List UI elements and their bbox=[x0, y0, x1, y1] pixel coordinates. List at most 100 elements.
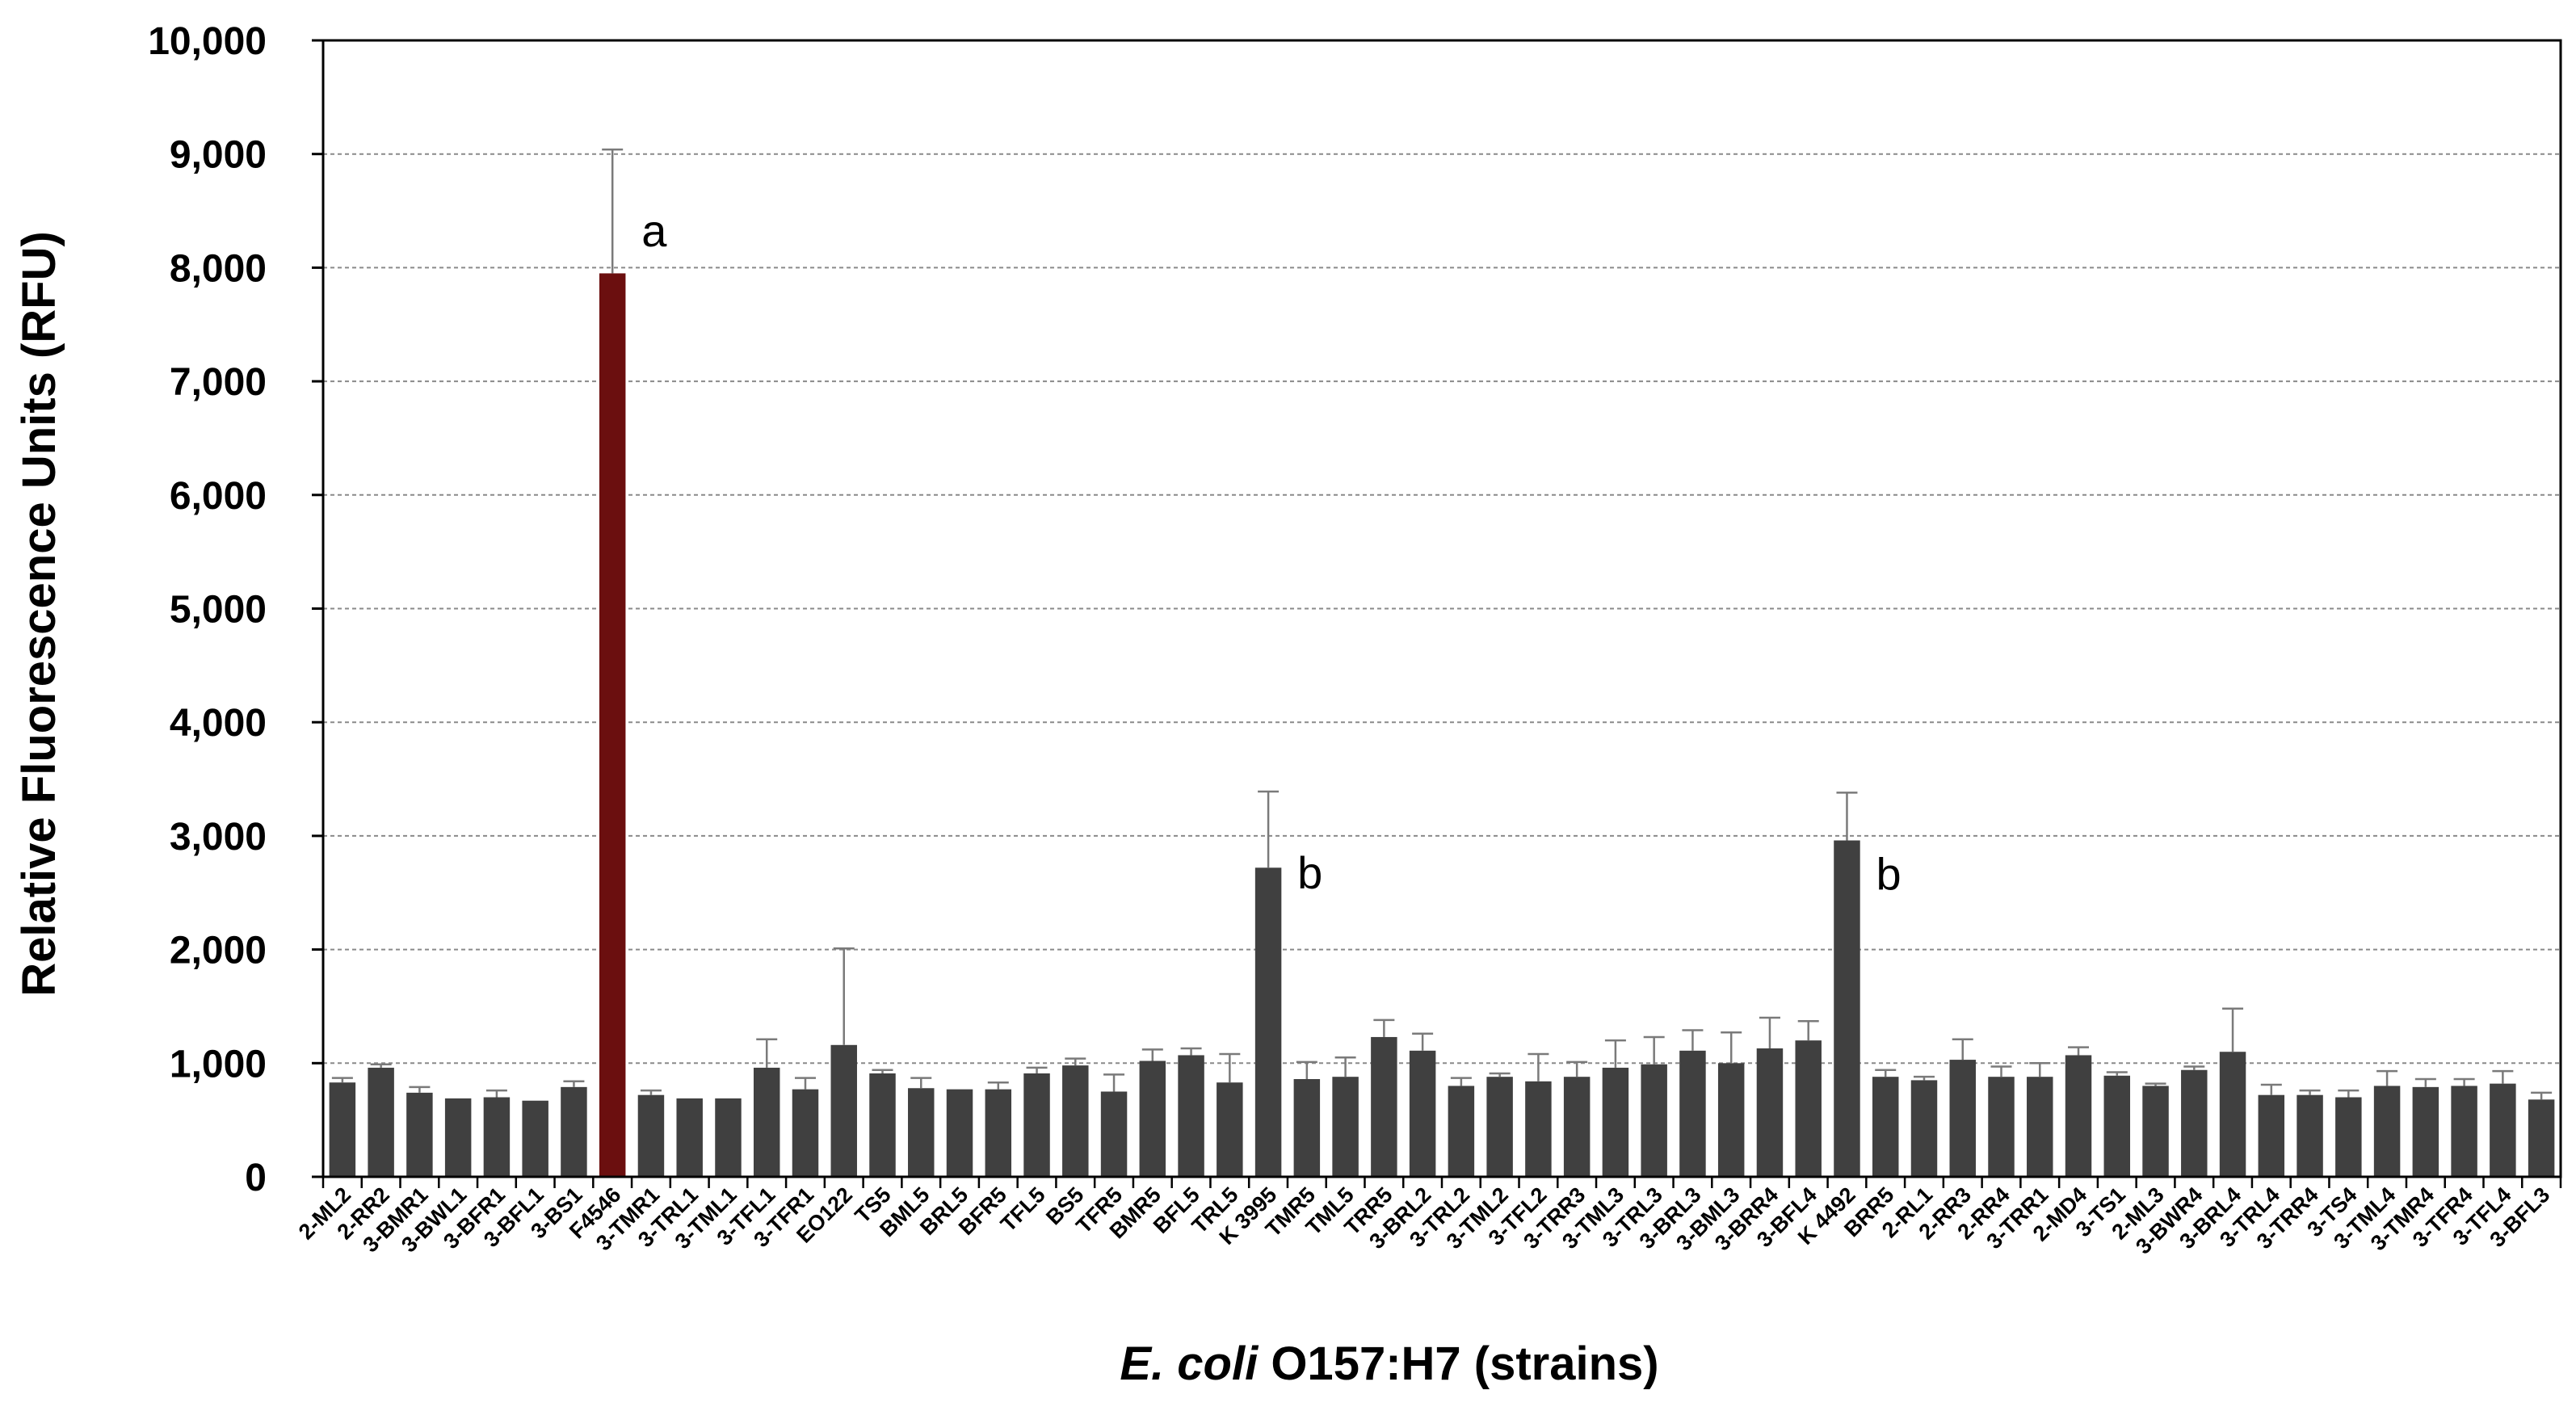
y-tick-label: 7,000 bbox=[170, 361, 267, 404]
error-bar bbox=[1258, 790, 1280, 868]
bar-BFL5 bbox=[1178, 1055, 1204, 1177]
error-bar bbox=[1026, 1066, 1048, 1073]
bar-3-BFL3 bbox=[2528, 1099, 2555, 1177]
y-tick-label: 3,000 bbox=[170, 816, 267, 859]
significance-label: b bbox=[1297, 847, 1322, 898]
bar-3-TML2 bbox=[1486, 1077, 1513, 1177]
error-bar bbox=[1682, 1029, 1704, 1051]
error-bar bbox=[1604, 1039, 1626, 1068]
error-bar bbox=[1759, 1016, 1780, 1049]
x-axis-title-italic: E. coli bbox=[1120, 1338, 1259, 1390]
bar-3-BRL4 bbox=[2219, 1052, 2246, 1177]
bar-3-TRL4 bbox=[2258, 1094, 2285, 1177]
error-bar bbox=[756, 1038, 778, 1068]
error-bar bbox=[1721, 1031, 1742, 1064]
bar-3-TRL3 bbox=[1641, 1064, 1667, 1177]
error-bar bbox=[331, 1077, 353, 1083]
bar-2-ML3 bbox=[2142, 1086, 2169, 1177]
error-bar bbox=[1065, 1057, 1086, 1066]
bar-BS5 bbox=[1062, 1065, 1089, 1177]
bar-F4546 bbox=[599, 273, 626, 1177]
error-bar bbox=[2145, 1082, 2166, 1086]
bar-3-TRR1 bbox=[2027, 1077, 2053, 1177]
bars bbox=[329, 273, 2555, 1177]
bar-3-TML1 bbox=[715, 1098, 742, 1177]
bar-3-TML3 bbox=[1602, 1067, 1629, 1177]
bar-2-ML2 bbox=[329, 1082, 356, 1177]
bar-2-RR2 bbox=[368, 1067, 394, 1177]
bar-3-BFL4 bbox=[1795, 1040, 1822, 1177]
error-bar bbox=[1103, 1073, 1125, 1092]
error-bar bbox=[1334, 1056, 1356, 1077]
bar-3-TRR3 bbox=[1563, 1077, 1591, 1177]
error-bars bbox=[331, 148, 2553, 1100]
bar-3-BFR1 bbox=[483, 1097, 511, 1177]
bar-3-TFR4 bbox=[2451, 1086, 2477, 1177]
bar-2-RR3 bbox=[1949, 1060, 1976, 1177]
y-tick-label: 9,000 bbox=[170, 134, 267, 177]
error-bar bbox=[2029, 1062, 2051, 1077]
x-axis-title-rest: O157:H7 (strains) bbox=[1258, 1338, 1658, 1390]
y-tick-label: 0 bbox=[245, 1157, 267, 1199]
bar-3-BWL1 bbox=[444, 1098, 472, 1177]
y-tick-label: 10,000 bbox=[148, 20, 267, 63]
bar-3-TFR1 bbox=[792, 1089, 819, 1177]
bar-3-TRR4 bbox=[2297, 1094, 2323, 1177]
bar-3-TRL1 bbox=[676, 1098, 703, 1177]
error-bar bbox=[1296, 1060, 1317, 1079]
bar-3-TML4 bbox=[2373, 1086, 2401, 1177]
error-bar bbox=[2068, 1046, 2090, 1056]
bar-3-BRR4 bbox=[1756, 1048, 1784, 1177]
bar-3-BRL2 bbox=[1409, 1050, 1436, 1177]
bar-3-BMR1 bbox=[406, 1092, 433, 1177]
y-tick-label: 2,000 bbox=[170, 930, 267, 972]
grid-lines bbox=[323, 40, 2561, 1065]
bar-3-TFL1 bbox=[753, 1067, 780, 1177]
bar-2-RR4 bbox=[1988, 1077, 2015, 1177]
error-bar bbox=[1141, 1048, 1163, 1061]
bar-3-TRL2 bbox=[1448, 1086, 1475, 1177]
bar-3-TFL2 bbox=[1525, 1081, 1552, 1177]
bar-TFL5 bbox=[1023, 1073, 1050, 1177]
bar-BRL5 bbox=[946, 1089, 973, 1177]
bar-3-BML3 bbox=[1717, 1063, 1745, 1177]
bar-3-BFL1 bbox=[522, 1100, 548, 1177]
error-bar bbox=[2414, 1077, 2436, 1087]
error-bar bbox=[872, 1069, 893, 1073]
bar-TRL5 bbox=[1217, 1082, 1243, 1177]
error-bar bbox=[2376, 1069, 2398, 1086]
annotations: a b b bbox=[641, 205, 1901, 899]
error-bar bbox=[1450, 1077, 1472, 1086]
error-bar bbox=[1412, 1032, 1434, 1051]
error-bar bbox=[2338, 1089, 2360, 1098]
error-bar bbox=[1219, 1052, 1241, 1083]
bar-K-4492 bbox=[1834, 840, 1860, 1177]
bar-3-TMR4 bbox=[2412, 1086, 2439, 1177]
error-bar bbox=[1373, 1018, 1395, 1037]
error-bar bbox=[2492, 1069, 2514, 1084]
bar-3-TFL4 bbox=[2490, 1083, 2516, 1177]
bar-TFR5 bbox=[1100, 1091, 1128, 1177]
bar-TMR5 bbox=[1293, 1078, 1321, 1177]
error-bar bbox=[1913, 1075, 1935, 1081]
error-bar bbox=[2260, 1083, 2282, 1095]
bar-TS5 bbox=[869, 1073, 896, 1177]
y-tick-label: 6,000 bbox=[170, 475, 267, 518]
error-bar bbox=[910, 1077, 932, 1089]
y-tick-label: 1,000 bbox=[170, 1043, 267, 1086]
bar-2-RL1 bbox=[1910, 1080, 1938, 1177]
error-bar bbox=[1566, 1060, 1588, 1077]
error-bar bbox=[2183, 1065, 2205, 1070]
x-tick-labels: 2-ML22-RR23-BMR13-BWL13-BFR13-BFL13-BS1F… bbox=[294, 1182, 2555, 1258]
bar-K-3995 bbox=[1254, 867, 1282, 1177]
error-bar bbox=[370, 1063, 392, 1068]
error-bar bbox=[1489, 1072, 1511, 1077]
error-bar bbox=[1180, 1047, 1202, 1056]
error-bar bbox=[2531, 1091, 2553, 1100]
error-bar bbox=[602, 148, 624, 274]
bar-3-TS1 bbox=[2103, 1075, 2131, 1177]
error-bar bbox=[2106, 1071, 2128, 1076]
error-bar bbox=[833, 947, 855, 1045]
error-bar bbox=[1528, 1052, 1549, 1082]
y-tick-label: 5,000 bbox=[170, 589, 267, 632]
